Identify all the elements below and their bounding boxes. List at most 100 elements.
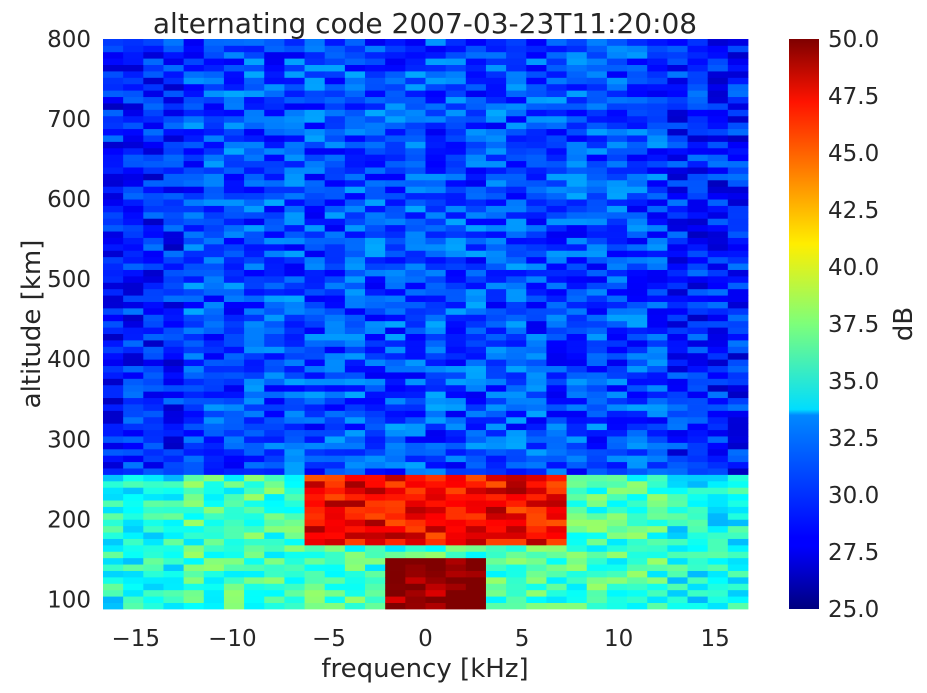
heatmap-cell bbox=[728, 391, 749, 398]
heatmap-cell bbox=[163, 455, 184, 462]
heatmap-cell bbox=[184, 346, 205, 353]
heatmap-cell bbox=[567, 97, 588, 104]
heatmap-cell bbox=[667, 481, 688, 488]
heatmap-cell bbox=[506, 404, 527, 411]
heatmap-cell bbox=[567, 526, 588, 533]
heatmap-cell bbox=[143, 494, 164, 501]
heatmap-cell bbox=[728, 346, 749, 353]
heatmap-cell bbox=[204, 359, 225, 366]
heatmap-cell bbox=[103, 583, 124, 590]
heatmap-cell bbox=[647, 180, 668, 187]
heatmap-cell bbox=[264, 481, 285, 488]
heatmap-cell bbox=[345, 385, 366, 392]
heatmap-cell bbox=[688, 583, 709, 590]
heatmap-cell bbox=[587, 65, 608, 72]
heatmap-cell bbox=[526, 507, 547, 514]
heatmap-cell bbox=[446, 276, 467, 283]
heatmap-cell bbox=[607, 558, 628, 565]
heatmap-cell bbox=[264, 282, 285, 289]
heatmap-cell bbox=[284, 231, 305, 238]
heatmap-cell bbox=[587, 449, 608, 456]
heatmap-cell bbox=[728, 455, 749, 462]
heatmap-cell bbox=[466, 58, 487, 65]
heatmap-cell bbox=[123, 545, 144, 552]
heatmap-cell bbox=[345, 513, 366, 520]
heatmap-cell bbox=[587, 346, 608, 353]
heatmap-cell bbox=[708, 442, 729, 449]
heatmap-cell bbox=[204, 385, 225, 392]
heatmap-cell bbox=[204, 250, 225, 257]
heatmap-cell bbox=[103, 321, 124, 328]
heatmap-cell bbox=[526, 468, 547, 475]
heatmap-cell bbox=[667, 302, 688, 309]
heatmap-cell bbox=[244, 84, 265, 91]
heatmap-cell bbox=[587, 391, 608, 398]
heatmap-cell bbox=[486, 58, 507, 65]
heatmap-cell bbox=[305, 455, 326, 462]
heatmap-cell bbox=[345, 423, 366, 430]
heatmap-cell bbox=[627, 359, 648, 366]
heatmap-cell bbox=[405, 404, 426, 411]
heatmap-cell bbox=[163, 500, 184, 507]
heatmap-cell bbox=[688, 321, 709, 328]
heatmap-cell bbox=[224, 385, 245, 392]
heatmap-cell bbox=[667, 603, 688, 610]
heatmap-cell bbox=[305, 206, 326, 213]
heatmap-cell bbox=[647, 122, 668, 129]
heatmap-cell bbox=[365, 90, 386, 97]
heatmap-cell bbox=[627, 404, 648, 411]
heatmap-cell bbox=[708, 462, 729, 469]
heatmap-cell bbox=[647, 583, 668, 590]
heatmap-cell bbox=[466, 577, 487, 584]
heatmap-cell bbox=[244, 270, 265, 277]
heatmap-cell bbox=[667, 526, 688, 533]
heatmap-cell bbox=[667, 385, 688, 392]
heatmap-cell bbox=[385, 180, 406, 187]
heatmap-cell bbox=[143, 103, 164, 110]
heatmap-cell bbox=[103, 58, 124, 65]
heatmap-cell bbox=[204, 193, 225, 200]
heatmap-cell bbox=[345, 276, 366, 283]
heatmap-cell bbox=[123, 148, 144, 155]
heatmap-cell bbox=[567, 539, 588, 546]
heatmap-cell bbox=[163, 442, 184, 449]
heatmap-cell bbox=[627, 334, 648, 341]
heatmap-cell bbox=[728, 321, 749, 328]
heatmap-cell bbox=[305, 353, 326, 360]
heatmap-cell bbox=[163, 577, 184, 584]
heatmap-cell bbox=[728, 295, 749, 302]
heatmap-cell bbox=[647, 334, 668, 341]
heatmap-cell bbox=[667, 334, 688, 341]
heatmap-cell bbox=[204, 167, 225, 174]
heatmap-cell bbox=[688, 398, 709, 405]
heatmap-cell bbox=[405, 590, 426, 597]
heatmap-cell bbox=[688, 212, 709, 219]
heatmap-cell bbox=[163, 238, 184, 245]
heatmap-cell bbox=[184, 180, 205, 187]
heatmap-cell bbox=[587, 122, 608, 129]
heatmap-cell bbox=[567, 346, 588, 353]
heatmap-cell bbox=[446, 385, 467, 392]
heatmap-cell bbox=[204, 122, 225, 129]
heatmap-cell bbox=[405, 148, 426, 155]
heatmap-cell bbox=[163, 475, 184, 482]
heatmap-cell bbox=[345, 455, 366, 462]
heatmap-cell bbox=[567, 372, 588, 379]
heatmap-cell bbox=[426, 340, 447, 347]
heatmap-cell bbox=[325, 545, 346, 552]
heatmap-cell bbox=[708, 39, 729, 46]
heatmap-cell bbox=[284, 378, 305, 385]
heatmap-cell bbox=[284, 590, 305, 597]
heatmap-cell bbox=[305, 462, 326, 469]
heatmap-cell bbox=[103, 263, 124, 270]
heatmap-cell bbox=[365, 442, 386, 449]
heatmap-cell bbox=[567, 186, 588, 193]
heatmap-cell bbox=[163, 481, 184, 488]
heatmap-cell bbox=[405, 494, 426, 501]
heatmap-cell bbox=[587, 462, 608, 469]
heatmap-cell bbox=[667, 404, 688, 411]
heatmap-cell bbox=[103, 52, 124, 59]
heatmap-cell bbox=[244, 173, 265, 180]
heatmap-cell bbox=[184, 282, 205, 289]
heatmap-cell bbox=[647, 398, 668, 405]
